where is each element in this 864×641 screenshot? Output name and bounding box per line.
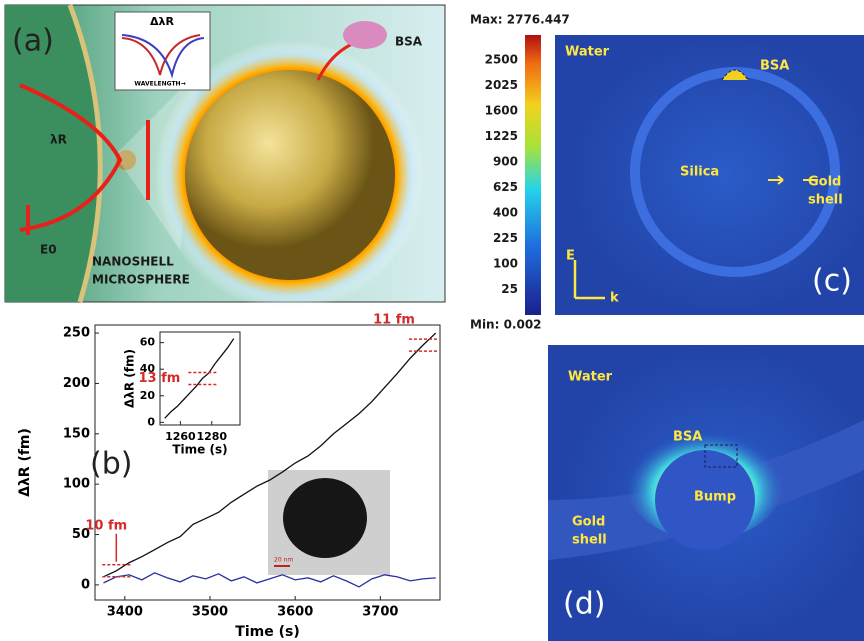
figure: ΔλR WAVELENGTH→ (a) BSA λR E0 NANOSHELL …	[0, 0, 864, 641]
y-tick-label: 200	[63, 376, 90, 391]
x-tick-label: 3600	[277, 605, 313, 620]
x-axis-label: Time (s)	[172, 443, 227, 457]
shell-label: shell	[808, 193, 843, 208]
panel-label: (a)	[12, 24, 54, 59]
x-tick-label: 3700	[362, 605, 398, 620]
tem-particle	[283, 478, 367, 558]
colorbar-tick-label: 225	[493, 231, 518, 245]
water-label: Water	[568, 370, 613, 385]
water-label: Water	[565, 45, 610, 60]
max-label: Max: 2776.447	[470, 13, 570, 27]
y-tick-label: 60	[140, 336, 156, 349]
step-label: 11 fm	[373, 313, 415, 328]
colorbar-tick-label: 2500	[485, 53, 518, 67]
colorbar-tick-label: 400	[493, 206, 518, 220]
gold-label: Gold	[572, 515, 605, 530]
nanoshell	[185, 70, 395, 280]
panel-d: Water BSA Bump Gold shell (d)	[548, 345, 864, 641]
bsa-label: BSA	[395, 35, 423, 49]
colorbar-tick-label: 100	[493, 257, 518, 271]
y-tick-label: 150	[63, 426, 90, 441]
colorbar-tick-label: 1600	[485, 104, 518, 118]
y-axis-label: ΔλR (fm)	[17, 428, 33, 497]
panel-label: (c)	[812, 264, 852, 299]
bump-label: Bump	[694, 490, 736, 505]
colorbar-ticks: 2500 2025 1600 1225 900 625 400 225 100 25	[485, 53, 518, 297]
nanoshell-label: NANOSHELL	[92, 255, 174, 269]
colorbar-tick-label: 1225	[485, 129, 518, 143]
silica-label: Silica	[680, 165, 719, 180]
panel-label: (b)	[90, 447, 132, 482]
colorbar-tick-label: 900	[493, 155, 518, 169]
colorbar-tick-label: 625	[493, 180, 518, 194]
min-label: Min: 0.002	[470, 318, 542, 332]
field-label: E0	[40, 243, 57, 257]
panel-a: ΔλR WAVELENGTH→ (a) BSA λR E0 NANOSHELL …	[5, 5, 445, 310]
y-tick-label: 100	[63, 477, 90, 492]
y-tick-label: 20	[140, 389, 156, 402]
x-tick-label: 1260	[165, 430, 196, 443]
inset-axis: WAVELENGTH→	[134, 81, 185, 88]
x-tick-label: 3400	[107, 605, 143, 620]
step-label: 10 fm	[85, 518, 127, 533]
inset-title: ΔλR	[150, 15, 174, 28]
e-label: E	[566, 249, 575, 264]
colorbar-tick-label: 2025	[485, 78, 518, 92]
microsphere-label: MICROSPHERE	[92, 273, 190, 287]
gold-label: Gold	[808, 175, 841, 190]
x-axis-label: Time (s)	[235, 624, 299, 640]
x-tick-label: 3500	[192, 605, 228, 620]
bsa-label: BSA	[760, 59, 789, 74]
x-tick-label: 1280	[196, 430, 227, 443]
step-label: 13 fm	[139, 371, 181, 386]
panel-c: 2500 2025 1600 1225 900 625 400 225 100 25 Max: 2…	[470, 13, 864, 332]
colorbar-tick-label: 25	[501, 282, 518, 296]
bsa-label: BSA	[673, 430, 702, 445]
shell-label: shell	[572, 533, 607, 548]
y-axis-label: ΔλR (fm)	[123, 349, 137, 408]
y-tick-label: 0	[147, 415, 155, 428]
scale-label: 20 nm	[274, 557, 293, 564]
y-tick-label: 250	[63, 326, 90, 341]
colorbar	[525, 35, 541, 315]
bsa-protein	[343, 21, 387, 49]
panel-label: (d)	[563, 587, 605, 622]
y-tick-label: 0	[81, 577, 90, 592]
k-label: k	[610, 291, 619, 306]
lambda-label: λR	[50, 133, 67, 147]
